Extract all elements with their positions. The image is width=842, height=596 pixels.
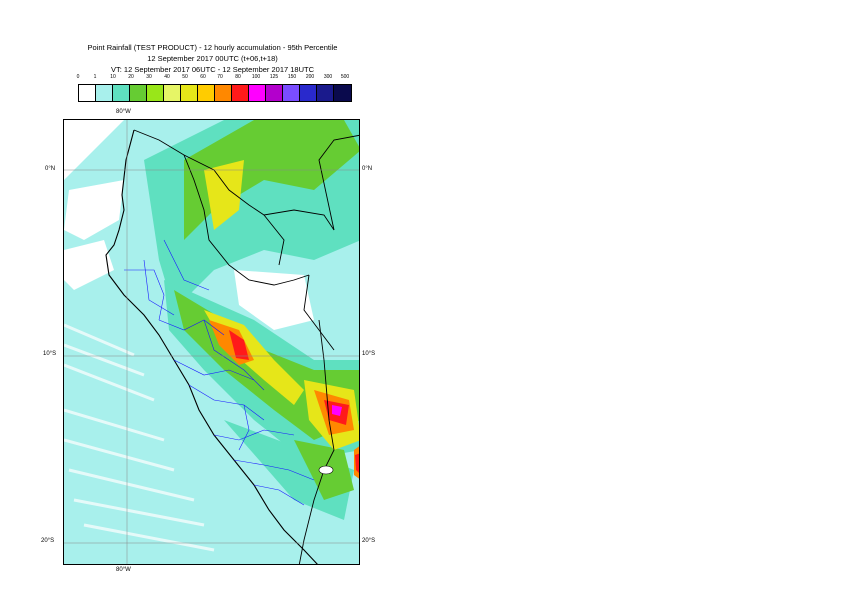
legend-ticks: 0 1 10 20 30 40 50 60 70 80 100 125 150 … xyxy=(0,74,842,84)
lat-label-right: 10°S xyxy=(362,351,376,357)
legend-tick: 20 xyxy=(128,74,134,80)
legend-tick: 10 xyxy=(110,74,116,80)
legend-swatch xyxy=(249,85,266,101)
legend-swatch xyxy=(198,85,215,101)
legend-tick: 50 xyxy=(182,74,188,80)
legend-swatch xyxy=(300,85,317,101)
validity-time: VT: 12 September 2017 06UTC - 12 Septemb… xyxy=(110,65,315,74)
lat-label-left: 10°S xyxy=(43,351,57,357)
legend-tick: 30 xyxy=(146,74,152,80)
lon-label-top: 80°W xyxy=(116,109,131,115)
legend-swatch xyxy=(215,85,232,101)
country-borders xyxy=(133,129,359,564)
legend-swatch xyxy=(266,85,283,101)
legend-tick: 40 xyxy=(164,74,170,80)
peak-rain xyxy=(332,405,342,416)
legend-tick: 60 xyxy=(200,74,206,80)
legend-tick: 1 xyxy=(93,74,97,80)
legend-tick: 100 xyxy=(251,74,261,80)
legend-tick: 500 xyxy=(340,74,350,80)
lat-label-right: 20°S xyxy=(362,538,376,544)
legend-tick: 150 xyxy=(287,74,297,80)
legend-tick: 70 xyxy=(217,74,223,80)
legend-swatch xyxy=(232,85,249,101)
legend-swatch xyxy=(130,85,147,101)
lake xyxy=(318,465,334,475)
forecast-base-time: 12 September 2017 00UTC (t+06,t+18) xyxy=(147,54,278,63)
legend-swatch xyxy=(181,85,198,101)
rainfall-map[interactable] xyxy=(63,119,360,565)
legend-tick: 0 xyxy=(76,74,80,80)
lat-label-left: 20°S xyxy=(41,538,55,544)
map-title: Point Rainfall (TEST PRODUCT) - 12 hourl… xyxy=(87,43,338,52)
coastline xyxy=(105,129,318,564)
legend-swatch xyxy=(334,85,351,101)
lon-label-bottom: 80°W xyxy=(116,567,131,573)
ocean-streaks xyxy=(64,323,215,552)
lat-label-right: 0°N xyxy=(362,166,373,172)
admin-boundaries xyxy=(124,239,315,506)
legend-tick: 300 xyxy=(323,74,333,80)
legend-tick: 80 xyxy=(235,74,241,80)
legend-swatch xyxy=(147,85,164,101)
legend-swatch xyxy=(79,85,96,101)
color-scale-legend xyxy=(78,84,352,102)
graticule xyxy=(64,120,359,564)
legend-swatch xyxy=(164,85,181,101)
legend-swatch xyxy=(96,85,113,101)
legend-tick: 125 xyxy=(269,74,279,80)
lat-label-left: 0°N xyxy=(45,166,56,172)
legend-tick: 200 xyxy=(305,74,315,80)
legend-swatch xyxy=(283,85,300,101)
legend-swatch xyxy=(317,85,334,101)
legend-swatch xyxy=(113,85,130,101)
